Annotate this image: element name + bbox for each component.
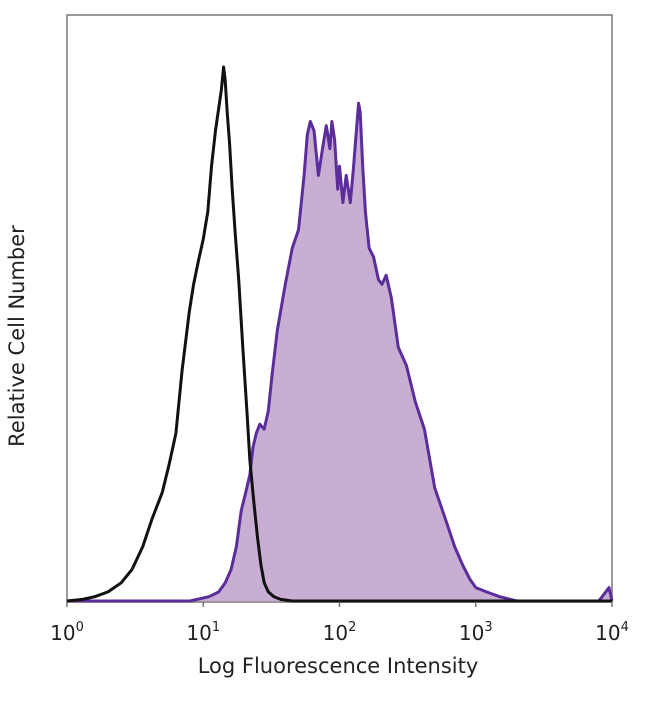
x-tick-label: 104	[595, 620, 629, 645]
x-axis: 100 101 102 103 104	[50, 602, 629, 645]
y-axis-title: Relative Cell Number	[5, 225, 29, 447]
x-tick-label: 101	[186, 620, 220, 645]
x-tick-label: 100	[50, 620, 84, 645]
control-histogram-line	[66, 65, 612, 603]
stained-histogram-line	[67, 101, 614, 603]
x-tick-label: 103	[459, 620, 493, 645]
stained-histogram-fill	[67, 103, 612, 602]
plot-area	[66, 14, 614, 603]
x-tick-label: 102	[323, 620, 357, 645]
x-axis-title: Log Fluorescence Intensity	[198, 654, 479, 678]
